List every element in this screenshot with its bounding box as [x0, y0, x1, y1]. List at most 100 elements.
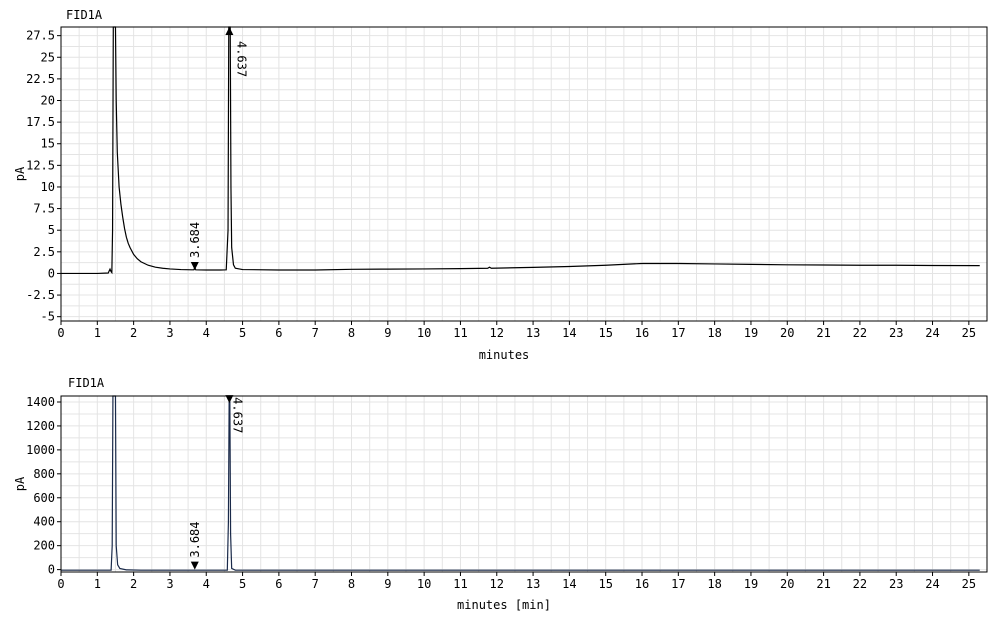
x-tick-label: 1 [94, 326, 101, 340]
y-ticks: -5 -2.5 0 2.5 5 7.5 10 12.5 15 17.5 20 22.5 25 27.5 [26, 29, 61, 324]
x-tick-label: 15 [598, 577, 612, 591]
x-tick-label: 14 [562, 577, 576, 591]
x-tick-label: 7 [312, 577, 319, 591]
x-tick-label: 16 [635, 577, 649, 591]
x-tick-label: 14 [562, 326, 576, 340]
y-tick-label: 20 [41, 94, 55, 108]
annotations: 3.684 4.637 [188, 395, 244, 570]
y-tick-label: 800 [33, 467, 55, 481]
x-tick-label: 25 [962, 577, 976, 591]
x-tick-label: 9 [384, 326, 391, 340]
x-tick-label: 23 [889, 326, 903, 340]
annotations: 3.684 4.637 [188, 27, 248, 270]
x-tick-label: 18 [707, 577, 721, 591]
y-axis-label: pA [13, 476, 27, 491]
y-tick-label: 0 [48, 266, 55, 280]
x-tick-label: 25 [962, 326, 976, 340]
y-tick-label: 400 [33, 515, 55, 529]
x-tick-label: 20 [780, 326, 794, 340]
x-tick-label: 6 [275, 577, 282, 591]
y-axis-label: pA [13, 166, 27, 181]
plot-area-top [61, 27, 987, 321]
panel-bottom: 0 1 2 3 4 5 6 7 8 9 10 11 12 13 14 15 16 17 18 19 20 21 22 23 24… [13, 376, 988, 612]
x-axis-label: minutes [min] [457, 598, 551, 612]
panel-title: FID1A [68, 376, 105, 390]
x-tick-label: 12 [490, 326, 504, 340]
plot-area-bottom [61, 396, 987, 572]
x-tick-label: 13 [526, 577, 540, 591]
peak-marker [225, 395, 234, 404]
y-tick-label: 0 [48, 563, 55, 577]
y-tick-label: -5 [41, 310, 55, 324]
grid-minor [60, 27, 988, 321]
y-tick-label: 25 [41, 50, 55, 64]
x-tick-label: 15 [598, 326, 612, 340]
y-tick-label: 600 [33, 491, 55, 505]
x-tick-label: 6 [275, 326, 282, 340]
y-ticks: 0 200 400 600 800 1000 1200 1400 [26, 395, 61, 577]
series-line [61, 26, 980, 275]
x-tick-label: 5 [239, 577, 246, 591]
y-tick-label: -2.5 [26, 288, 55, 302]
x-tick-label: 9 [384, 577, 391, 591]
peak-label: 3.684 [188, 222, 202, 258]
x-tick-label: 19 [744, 326, 758, 340]
x-tick-label: 22 [853, 577, 867, 591]
x-tick-label: 2 [130, 326, 137, 340]
x-tick-label: 13 [526, 326, 540, 340]
x-tick-label: 5 [239, 326, 246, 340]
x-tick-label: 10 [417, 577, 431, 591]
peak-label: 4.637 [234, 41, 248, 77]
x-tick-label: 3 [166, 326, 173, 340]
x-tick-label: 0 [57, 577, 64, 591]
peak-label: 4.637 [230, 397, 244, 433]
y-tick-label: 1200 [26, 419, 55, 433]
x-tick-label: 17 [671, 326, 685, 340]
x-tick-label: 4 [203, 326, 210, 340]
y-tick-label: 17.5 [26, 115, 55, 129]
x-tick-label: 19 [744, 577, 758, 591]
peak-marker [190, 261, 199, 270]
x-tick-label: 1 [94, 577, 101, 591]
x-tick-label: 17 [671, 577, 685, 591]
x-tick-label: 24 [925, 326, 939, 340]
y-tick-label: 10 [41, 180, 55, 194]
x-tick-label: 20 [780, 577, 794, 591]
peak-marker [225, 27, 234, 35]
series-group [61, 395, 980, 571]
x-tick-label: 24 [925, 577, 939, 591]
y-tick-label: 5 [48, 223, 55, 237]
x-tick-label: 10 [417, 326, 431, 340]
y-tick-label: 1400 [26, 395, 55, 409]
x-tick-label: 11 [453, 326, 467, 340]
panel-top: 0 1 2 3 4 5 6 7 8 9 10 11 12 13 14 15 16 17 18 19 20 21 22 23 24… [13, 8, 988, 362]
x-ticks: 0 1 2 3 4 5 6 7 8 9 10 11 12 13 14 15 16 17 18 19 20 21 22 23 24… [57, 572, 976, 591]
x-tick-label: 12 [490, 577, 504, 591]
y-tick-label: 1000 [26, 443, 55, 457]
x-ticks: 0 1 2 3 4 5 6 7 8 9 10 11 12 13 14 15 16 17 18 19 20 21 22 23 24… [57, 321, 976, 340]
y-tick-label: 200 [33, 539, 55, 553]
x-tick-label: 22 [853, 326, 867, 340]
y-tick-label: 15 [41, 137, 55, 151]
x-tick-label: 16 [635, 326, 649, 340]
y-tick-label: 27.5 [26, 29, 55, 43]
x-tick-label: 18 [707, 326, 721, 340]
x-tick-label: 7 [312, 326, 319, 340]
y-tick-label: 7.5 [33, 202, 55, 216]
x-tick-label: 8 [348, 577, 355, 591]
x-tick-label: 0 [57, 326, 64, 340]
x-tick-label: 21 [816, 326, 830, 340]
plot-border-bottom [60, 395, 988, 573]
x-axis-label: minutes [479, 348, 530, 362]
series-line [61, 395, 980, 571]
x-tick-label: 23 [889, 577, 903, 591]
panel-title: FID1A [66, 8, 103, 22]
x-tick-label: 11 [453, 577, 467, 591]
x-tick-label: 3 [166, 577, 173, 591]
y-tick-label: 12.5 [26, 158, 55, 172]
x-tick-label: 4 [203, 577, 210, 591]
y-tick-label: 2.5 [33, 245, 55, 259]
y-tick-label: 22.5 [26, 72, 55, 86]
x-tick-label: 21 [816, 577, 830, 591]
